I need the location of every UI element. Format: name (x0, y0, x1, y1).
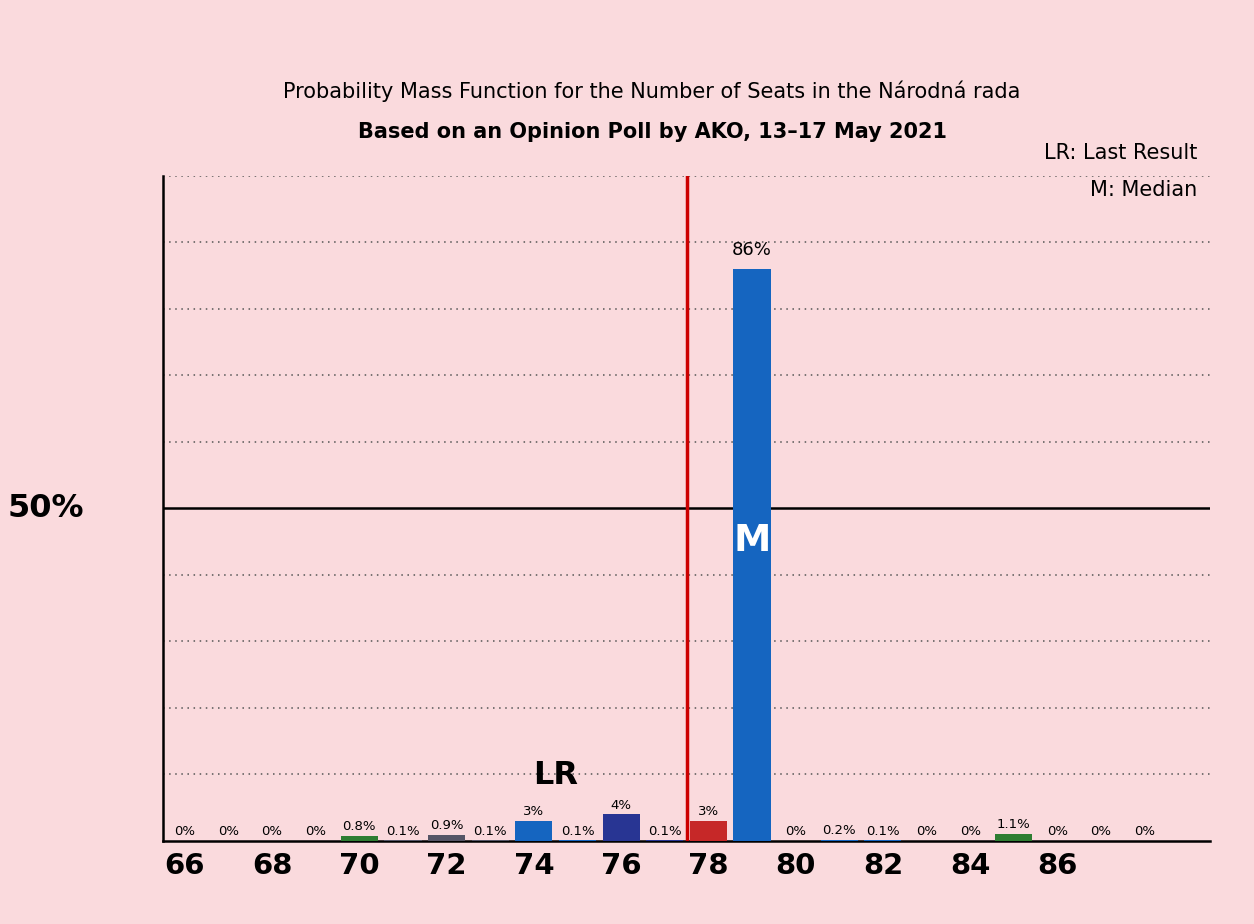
Bar (820, 840, 858, 841)
Text: 0.9%: 0.9% (430, 820, 464, 833)
Text: 4%: 4% (611, 798, 632, 811)
Text: 0%: 0% (305, 825, 326, 838)
Text: 0.1%: 0.1% (648, 824, 682, 837)
Text: 0%: 0% (1134, 825, 1155, 838)
Text: 0%: 0% (1047, 825, 1068, 838)
Text: LR: Last Result: LR: Last Result (1045, 143, 1198, 164)
Text: 86%: 86% (732, 241, 772, 259)
Bar (341, 835, 377, 841)
Text: 0%: 0% (262, 825, 282, 838)
Text: 0.1%: 0.1% (386, 824, 420, 837)
Text: Probability Mass Function for the Number of Seats in the Národná rada: Probability Mass Function for the Number… (283, 80, 1021, 102)
Text: 0%: 0% (785, 825, 806, 838)
Text: LR: LR (533, 760, 578, 791)
Text: M: M (734, 524, 771, 559)
Text: 1.1%: 1.1% (997, 818, 1031, 831)
Text: 3%: 3% (697, 805, 719, 819)
Text: M: Median: M: Median (1090, 180, 1198, 201)
Text: 0.8%: 0.8% (342, 820, 376, 833)
Bar (734, 269, 770, 841)
Text: 0%: 0% (915, 825, 937, 838)
Text: Based on an Opinion Poll by AKO, 13–17 May 2021: Based on an Opinion Poll by AKO, 13–17 M… (357, 122, 947, 142)
Text: 0%: 0% (174, 825, 196, 838)
Text: © 2021 Filip Jaenen: © 2021 Filip Jaenen (1240, 0, 1250, 78)
Bar (515, 821, 553, 841)
Text: 50%: 50% (8, 492, 84, 524)
Text: HLAS–SD – Smer–SD – SME RODINA – Kotleba–ĽSNS – S   HLAS–SD – Smer–SD – SME RODI: HLAS–SD – Smer–SD – SME RODINA – Kotleba… (0, 14, 1254, 55)
Text: 0.1%: 0.1% (561, 824, 594, 837)
Text: 0.2%: 0.2% (823, 824, 856, 837)
Text: 0%: 0% (959, 825, 981, 838)
Bar (428, 835, 465, 841)
Bar (690, 821, 727, 841)
Text: 0.1%: 0.1% (867, 824, 899, 837)
Bar (996, 833, 1032, 841)
Text: 0%: 0% (1091, 825, 1111, 838)
Text: 0.1%: 0.1% (474, 824, 507, 837)
Bar (603, 814, 640, 841)
Text: 3%: 3% (523, 805, 544, 819)
Text: 0%: 0% (218, 825, 240, 838)
